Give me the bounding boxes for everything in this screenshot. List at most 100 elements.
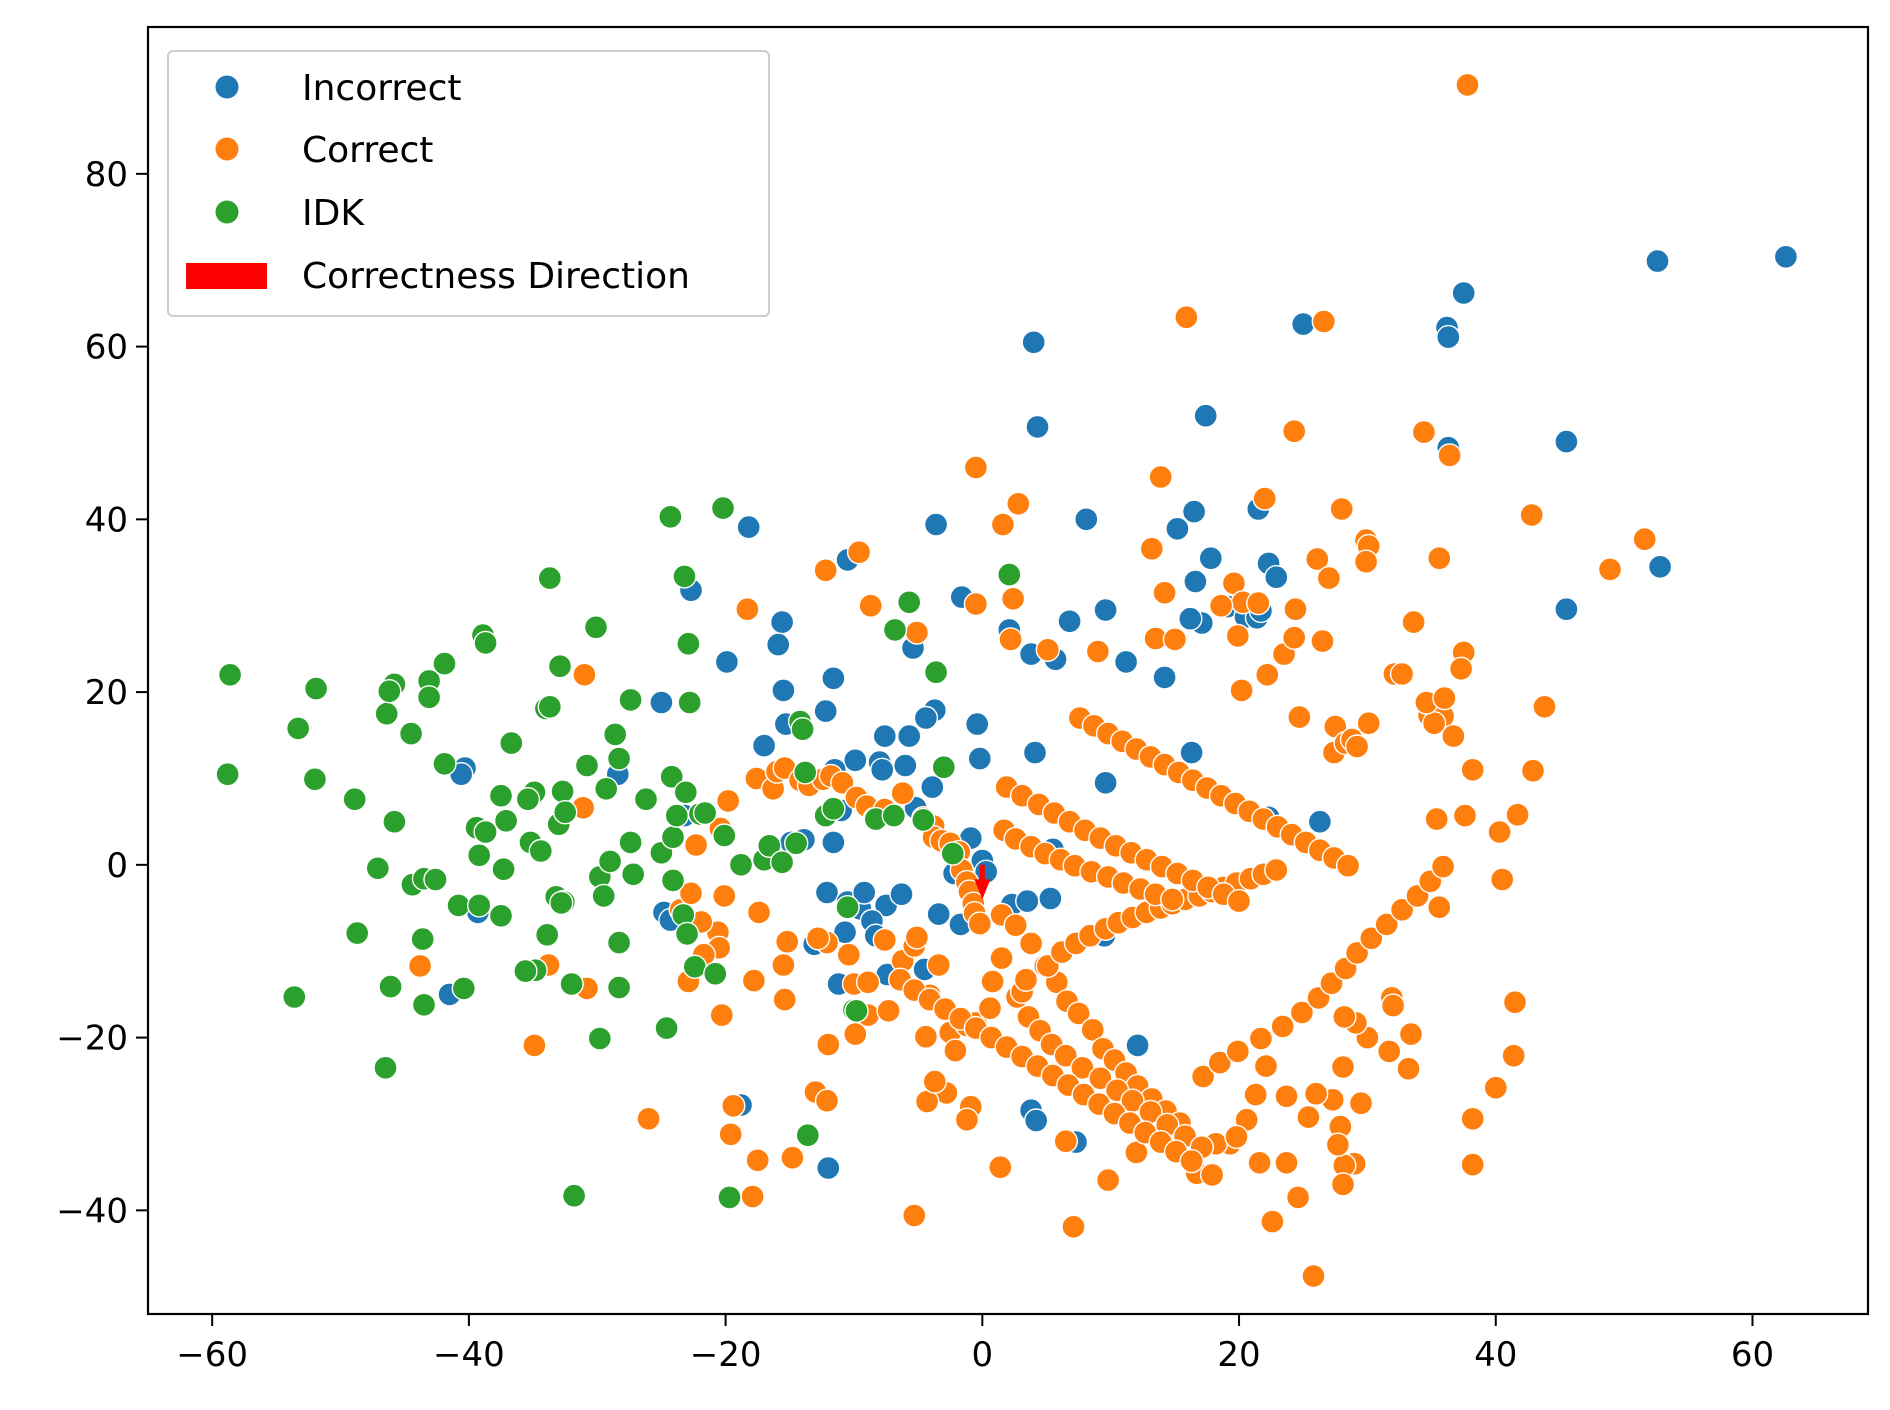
point-idk <box>795 1122 820 1148</box>
point-correct <box>1427 895 1452 920</box>
point-correct <box>1018 931 1044 956</box>
point-idk <box>654 1015 679 1041</box>
point-correct <box>1332 1004 1357 1030</box>
point-correct <box>813 558 838 583</box>
point-incorrect <box>771 678 796 703</box>
point-correct <box>988 1154 1013 1180</box>
point-correct <box>735 597 760 622</box>
legend: Incorrect Correct IDK Correctness Direct… <box>167 50 770 317</box>
point-correct <box>1532 694 1557 719</box>
point-idk <box>410 926 435 952</box>
point-correct <box>1401 609 1426 635</box>
point-correct <box>1229 678 1254 703</box>
point-correct <box>1632 527 1657 552</box>
point-correct <box>1353 549 1379 574</box>
point-correct <box>1437 443 1462 468</box>
point-correct <box>1160 887 1185 912</box>
point-idk <box>633 787 659 812</box>
point-incorrect <box>1152 665 1177 690</box>
point-idk <box>537 565 562 591</box>
point-correct <box>1066 1001 1091 1026</box>
point-correct <box>1000 586 1026 611</box>
point-idk <box>583 615 609 640</box>
point-idk <box>769 850 795 875</box>
point-idk <box>416 685 442 710</box>
point-incorrect <box>821 666 846 691</box>
plot-frame <box>146 25 1870 1316</box>
point-correct <box>1035 637 1061 662</box>
point-incorrect <box>1165 516 1190 541</box>
point-correct <box>1255 662 1280 687</box>
point-idk <box>561 1183 587 1208</box>
point-correct <box>721 1093 746 1119</box>
point-correct <box>816 1032 841 1057</box>
point-correct <box>1489 867 1515 892</box>
point-idk <box>897 590 922 615</box>
point-correct <box>836 942 861 967</box>
point-idk <box>491 857 516 882</box>
point-incorrect <box>649 690 674 715</box>
point-correct <box>1281 625 1307 650</box>
point-idk <box>467 843 492 868</box>
point-incorrect <box>967 746 992 771</box>
point-correct <box>1455 72 1480 98</box>
point-incorrect <box>1178 606 1203 631</box>
point-correct <box>1380 993 1406 1018</box>
point-correct <box>1281 419 1307 444</box>
point-idk <box>682 954 707 979</box>
point-correct <box>1325 1132 1351 1157</box>
point-incorrect <box>897 723 922 749</box>
y-tick-label: 60 <box>85 328 128 368</box>
point-idk <box>493 808 519 833</box>
legend-box <box>167 50 770 317</box>
legend-incorrect-label: Incorrect <box>302 68 462 109</box>
point-correct <box>1376 1039 1402 1064</box>
point-idk <box>594 776 619 801</box>
point-incorrect <box>1647 554 1673 579</box>
point-incorrect <box>920 774 945 800</box>
point-correct <box>1248 1026 1274 1051</box>
point-idk <box>997 562 1022 587</box>
point-incorrect <box>1264 565 1289 590</box>
point-correct <box>1061 1214 1086 1240</box>
point-incorrect <box>872 723 897 749</box>
point-idk <box>710 495 736 521</box>
legend-direction-patch <box>186 263 267 289</box>
point-incorrect <box>1015 888 1040 914</box>
point-correct <box>716 788 741 814</box>
point-correct <box>1003 913 1028 938</box>
point-correct <box>709 1002 734 1028</box>
point-incorrect <box>714 649 740 675</box>
point-idk <box>603 722 628 747</box>
point-idk <box>302 767 328 792</box>
point-incorrect <box>1436 324 1461 350</box>
y-tick-label: −20 <box>56 1019 128 1059</box>
point-correct <box>1330 1054 1356 1080</box>
point-correct <box>1088 1065 1113 1091</box>
point-incorrect <box>965 711 990 737</box>
point-idk <box>549 890 574 916</box>
arrow-layer <box>974 864 991 900</box>
point-correct <box>872 927 897 953</box>
point-incorrect <box>1113 649 1139 675</box>
point-correct <box>1316 565 1342 591</box>
point-correct <box>1225 1039 1251 1064</box>
point-idk <box>717 1185 742 1210</box>
x-axis: −60 −40 −20 0 20 40 60 <box>176 1314 1774 1375</box>
point-correct <box>977 996 1003 1021</box>
point-idk <box>677 690 702 715</box>
point-idk <box>574 753 600 778</box>
point-correct <box>1487 819 1512 845</box>
point-idk <box>835 895 860 920</box>
point-idk <box>591 883 616 909</box>
point-correct <box>683 832 709 858</box>
point-correct <box>1310 628 1335 654</box>
point-correct <box>1519 502 1544 528</box>
point-correct <box>1301 1263 1326 1289</box>
point-incorrect <box>1074 507 1099 532</box>
point-idk <box>215 762 240 787</box>
point-correct <box>1460 757 1485 782</box>
point-correct <box>1460 1152 1485 1177</box>
x-tick-label: −20 <box>690 1335 762 1375</box>
